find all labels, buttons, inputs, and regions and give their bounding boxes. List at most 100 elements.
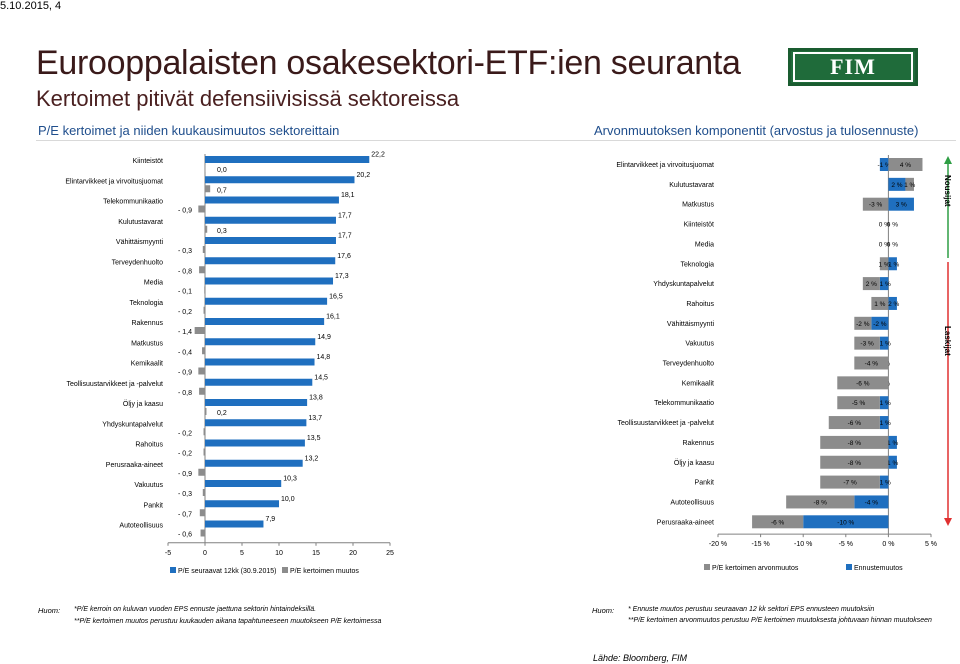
category-label: Vähittäismyynti: [667, 321, 715, 328]
valuation-bar: [862, 197, 889, 211]
change-bar: [199, 509, 205, 517]
forecast-bar: [879, 158, 889, 171]
category-label: Autoteollisuus: [670, 499, 714, 506]
valuation-bar: [879, 257, 889, 271]
change-value-label: - 0,1: [178, 289, 192, 296]
fim-logo: FIM: [788, 48, 918, 86]
change-value-label: - 0,3: [178, 248, 192, 255]
valuation-value-label: 1 %: [904, 182, 915, 189]
pe-value-label: 17,3: [335, 273, 349, 280]
category-label: Kulutustavarat: [669, 182, 714, 189]
valuation-bar: [820, 435, 889, 449]
legend-swatch-forecast: [846, 564, 852, 570]
pe-bar: [205, 318, 325, 325]
x-tick-label: -15 %: [751, 541, 769, 548]
category-label: Yhdyskuntapalvelut: [653, 281, 714, 288]
pe-value-label: 14,5: [314, 374, 328, 381]
valuation-bar: [871, 296, 889, 310]
forecast-value-label: 2 %: [891, 182, 902, 189]
valuation-bar: [854, 316, 872, 330]
category-label: Matkustus: [682, 202, 714, 209]
pe-value-label: 22,2: [371, 152, 385, 159]
category-label: Perusraaka-aineet: [657, 519, 714, 526]
valuation-bar: [820, 455, 889, 469]
valuation-value-label: -2 %: [856, 321, 870, 328]
category-label: Teknologia: [681, 261, 715, 268]
change-bar: [203, 428, 205, 436]
pe-value-label: 13,5: [307, 435, 321, 442]
pe-bar: [205, 216, 336, 224]
category-label: Kemikaalit: [682, 380, 714, 387]
pe-value-label: 18,1: [341, 192, 355, 199]
valuation-value-label: 0 %: [887, 241, 898, 248]
pe-value-label: 17,7: [338, 233, 352, 240]
up-arrow-icon: [944, 156, 952, 164]
category-label: Yhdyskuntapalvelut: [102, 421, 163, 428]
x-tick-label: 0 %: [882, 541, 894, 548]
change-bar: [198, 367, 205, 375]
right-note-line1: * Ennuste muutos perustuu seuraavan 12 k…: [628, 606, 875, 613]
forecast-bar: [879, 336, 889, 350]
change-bar: [202, 489, 205, 496]
legend-label-valuation: P/E kertoimen arvonmuutos: [712, 565, 799, 572]
x-tick-label: 25: [386, 550, 394, 557]
change-value-label: 0,2: [217, 410, 227, 417]
forecast-value-label: -1 %: [886, 261, 900, 268]
valuation-value-label: -6 %: [848, 420, 862, 427]
pe-bar: [205, 378, 313, 386]
pe-value-label: 13,7: [308, 415, 322, 422]
forecast-value-label: -1 %: [877, 162, 891, 169]
x-tick-label: 0: [203, 550, 207, 557]
category-label: Rahoitus: [135, 442, 163, 449]
change-bar: [202, 347, 205, 355]
x-tick-label: 5: [240, 550, 244, 557]
forecast-bar: [888, 296, 897, 310]
category-label: Terveydenhuolto: [112, 259, 163, 266]
valuation-bar: [820, 475, 880, 489]
pe-bar: [205, 419, 307, 427]
pe-bar: [205, 439, 305, 447]
category-label: Vakuutus: [134, 482, 163, 489]
valuation-value-label: 0 %: [887, 222, 898, 229]
change-value-label: - 0,2: [178, 309, 192, 316]
losers-label: Laskijat: [943, 326, 952, 356]
forecast-value-label: -10 %: [837, 519, 854, 526]
page-subtitle: Kertoimet pitivät defensiivisissä sektor…: [36, 86, 460, 111]
gainers-label: Nousijat: [943, 175, 952, 207]
category-label: Telekommunikaatio: [103, 199, 163, 206]
forecast-value-label: 0 %: [879, 241, 890, 248]
x-tick-label: 15: [312, 550, 320, 557]
header-divider: [36, 140, 956, 141]
valuation-value-label: 1 %: [879, 261, 890, 268]
logo-text: FIM: [793, 52, 913, 82]
pe-bar: [205, 338, 316, 346]
pe-bar: [205, 176, 355, 184]
forecast-bar: [854, 495, 889, 509]
left-note-label: Huom:: [38, 606, 61, 615]
category-label: Telekommunikaatio: [654, 400, 714, 407]
x-tick-label: -5 %: [839, 541, 853, 548]
legend-swatch-pe: [170, 567, 176, 573]
change-bar: [198, 205, 205, 213]
pe-value-label: 16,5: [329, 293, 343, 300]
forecast-value-label: 3 %: [896, 202, 907, 209]
change-value-label: - 0,9: [178, 471, 192, 478]
valuation-value-label: -4 %: [865, 361, 879, 368]
forecast-bar: [879, 416, 889, 430]
pe-value-label: 7,9: [265, 516, 275, 523]
category-label: Autoteollisuus: [119, 523, 163, 530]
category-label: Teollisuustarvikkeet ja -palvelut: [618, 420, 715, 427]
valuation-bar: [854, 356, 889, 370]
forecast-value-label: -1 %: [877, 341, 891, 348]
category-label: Media: [144, 280, 163, 287]
pe-bar: [205, 257, 336, 265]
category-label: Elintarvikkeet ja virvoitusjuomat: [65, 178, 163, 185]
category-label: Rakennus: [131, 320, 163, 327]
legend-label-pe: P/E seuraavat 12kk (30.9.2015): [178, 568, 276, 575]
x-tick-label: 10: [275, 550, 283, 557]
pe-value-label: 20,2: [356, 172, 370, 179]
pe-value-label: 16,1: [326, 314, 340, 321]
forecast-bar: [888, 197, 914, 211]
category-label: Vakuutus: [685, 341, 714, 348]
